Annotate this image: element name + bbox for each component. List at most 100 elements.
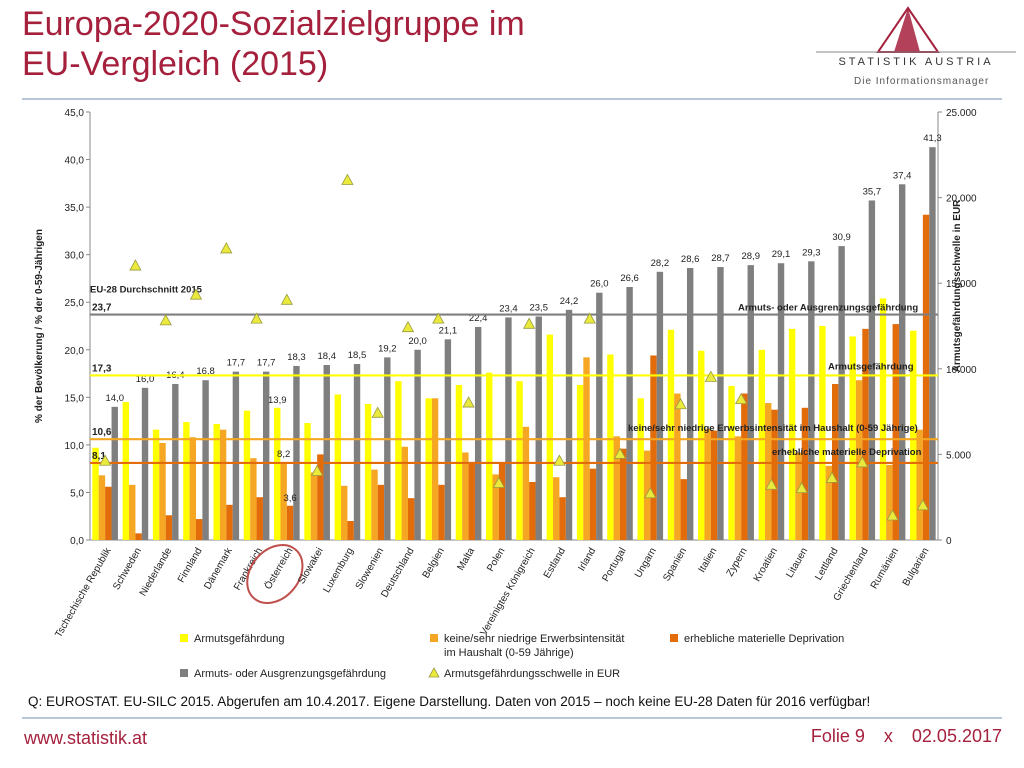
bar [801, 407, 809, 540]
threshold-marker [553, 454, 566, 466]
y2-tick-label: 25.000 [946, 108, 977, 119]
bar [492, 474, 499, 540]
bar [384, 357, 391, 540]
logo-tagline: Die Informationsmanager [854, 76, 990, 87]
bar [159, 442, 166, 540]
austria-depr-label: 3,6 [283, 493, 296, 504]
bar [583, 357, 590, 540]
bar [898, 184, 906, 541]
category-label: Portugal [600, 546, 628, 584]
bar [122, 402, 130, 540]
bar [262, 371, 270, 540]
bar [135, 533, 142, 540]
bar [304, 423, 311, 540]
legend-label: Armutsgefährdung [194, 633, 285, 645]
bar [922, 214, 930, 540]
page-title: Europa-2020-Sozialzielgruppe im EU-Vergl… [22, 4, 525, 84]
reference-line-value: 17,3 [92, 363, 112, 374]
category-label: Malta [455, 546, 477, 573]
bar [680, 479, 687, 540]
y-tick-label: 15,0 [65, 393, 85, 404]
bar-value-label: 20,0 [408, 336, 427, 347]
footer-url-link[interactable]: www.statistik.at [24, 728, 148, 748]
bar [535, 316, 542, 540]
threshold-marker [795, 481, 808, 494]
bar [341, 485, 348, 540]
bar-value-label: 18,3 [287, 352, 306, 363]
bar [613, 436, 620, 540]
y-tick-label: 20,0 [65, 346, 85, 357]
bar [98, 475, 106, 540]
bar [596, 292, 603, 540]
y2-tick-label: 0 [946, 536, 952, 547]
bar-value-label: 26,0 [590, 279, 609, 290]
title-line-2: EU-Vergleich (2015) [22, 45, 329, 83]
bar-value-label: 41,3 [923, 133, 942, 144]
bar-value-label: 28,9 [741, 251, 760, 262]
slide-number: Folie 9 [810, 726, 865, 746]
bar [747, 265, 754, 540]
reference-line-value: 23,7 [92, 303, 112, 314]
category-label: Lettland [813, 546, 840, 582]
y2-tick-label: 5.000 [946, 450, 971, 461]
y2-tick-label: 20.000 [946, 194, 977, 205]
bar [111, 406, 118, 540]
legend-swatch [670, 634, 678, 642]
logo-name: STATISTIK AUSTRIA [838, 56, 994, 68]
threshold-marker [704, 370, 718, 382]
y2-tick-label: 15.000 [946, 279, 977, 290]
bar [607, 354, 614, 540]
legend-label: erhebliche materielle Deprivation [684, 633, 844, 645]
bar-value-label: 19,2 [378, 343, 397, 354]
bar [777, 263, 785, 540]
category-label: Tschechische Republik [53, 545, 114, 639]
bar [498, 462, 506, 540]
bar [462, 452, 469, 540]
bar [377, 484, 385, 540]
bar-value-label: 21,1 [439, 325, 458, 336]
bar-value-label: 23,4 [499, 303, 518, 314]
bar-value-label: 22,4 [469, 313, 488, 324]
bar [522, 426, 530, 540]
threshold-marker [98, 454, 112, 466]
bar [202, 380, 209, 540]
bar [771, 409, 778, 540]
bar [868, 200, 876, 540]
highlight-circle [246, 544, 304, 604]
bar-value-label: 29,3 [802, 247, 821, 258]
bar [788, 328, 796, 540]
bar [92, 447, 99, 540]
threshold-marker [250, 312, 263, 324]
reference-line-label: Armutsgefährdung [828, 361, 914, 372]
legend-label: Armuts- oder Ausgrenzungsgefährdung [194, 668, 386, 680]
bar [431, 398, 439, 540]
threshold-marker [341, 173, 354, 185]
bar [667, 329, 675, 540]
bar [408, 498, 415, 540]
y-tick-label: 40,0 [65, 156, 85, 167]
y2-axis-title: Armutsgefährdungsschwelle in EUR [952, 199, 963, 373]
threshold-marker [916, 498, 930, 511]
category-label: Litauen [784, 546, 810, 580]
bar [401, 446, 408, 540]
bar [855, 380, 863, 540]
bar-value-label: 28,2 [651, 258, 670, 269]
bar [886, 464, 893, 540]
bar [808, 261, 815, 540]
footer-date: 02.05.2017 [911, 726, 1002, 746]
bar [637, 398, 644, 540]
bar [286, 505, 294, 540]
bar [505, 317, 512, 540]
bar [317, 454, 324, 540]
threshold-marker [371, 406, 384, 418]
reference-line-label: erhebliche materielle Deprivation [772, 447, 922, 458]
category-label: Vereinigtes Königreich [478, 546, 537, 638]
category-label: Zypern [725, 546, 750, 578]
threshold-marker [129, 259, 142, 271]
category-label: Belgien [421, 546, 447, 580]
bar [741, 393, 748, 540]
bar [334, 394, 342, 540]
title-line-1: Europa-2020-Sozialzielgruppe im [22, 5, 525, 43]
bar-value-label: 35,7 [863, 186, 882, 197]
category-label: Slowakei [296, 546, 326, 586]
